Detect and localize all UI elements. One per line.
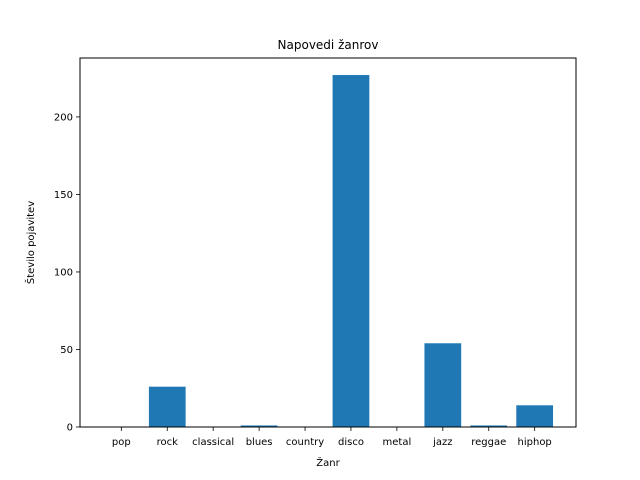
x-tick-label: blues <box>246 437 273 448</box>
x-axis-ticks: pop rock classical blues country disco metal ja… <box>112 427 552 448</box>
y-axis-ticks: 0 50 100 150 200 <box>54 112 80 434</box>
bars-group <box>148 75 554 427</box>
plot-frame <box>79 57 577 428</box>
bar-blues <box>240 425 278 427</box>
y-tick-label: 100 <box>54 267 73 278</box>
y-axis-label: Število pojavitev <box>24 201 37 284</box>
x-axis-label: Žanr <box>316 456 340 469</box>
y-tick-label: 50 <box>60 345 73 356</box>
y-tick-label: 0 <box>67 423 73 434</box>
x-tick-label: disco <box>338 437 364 448</box>
x-tick-label: country <box>286 437 324 448</box>
x-tick-label: classical <box>192 437 234 448</box>
x-tick-label: rock <box>157 437 179 448</box>
bar-reggae <box>470 425 508 427</box>
x-tick-label: reggae <box>471 437 506 448</box>
y-tick-label: 150 <box>54 190 73 201</box>
x-tick-label: metal <box>383 437 412 448</box>
bar-rock <box>148 386 186 427</box>
bar-jazz <box>424 343 462 427</box>
bar-hiphop <box>516 405 554 427</box>
y-tick-label: 200 <box>54 112 73 123</box>
x-tick-label: hiphop <box>518 437 552 448</box>
x-tick-label: pop <box>112 437 131 448</box>
bar-disco <box>332 75 370 427</box>
x-tick-label: jazz <box>432 437 452 448</box>
chart-title: Napovedi žanrov <box>278 38 379 52</box>
